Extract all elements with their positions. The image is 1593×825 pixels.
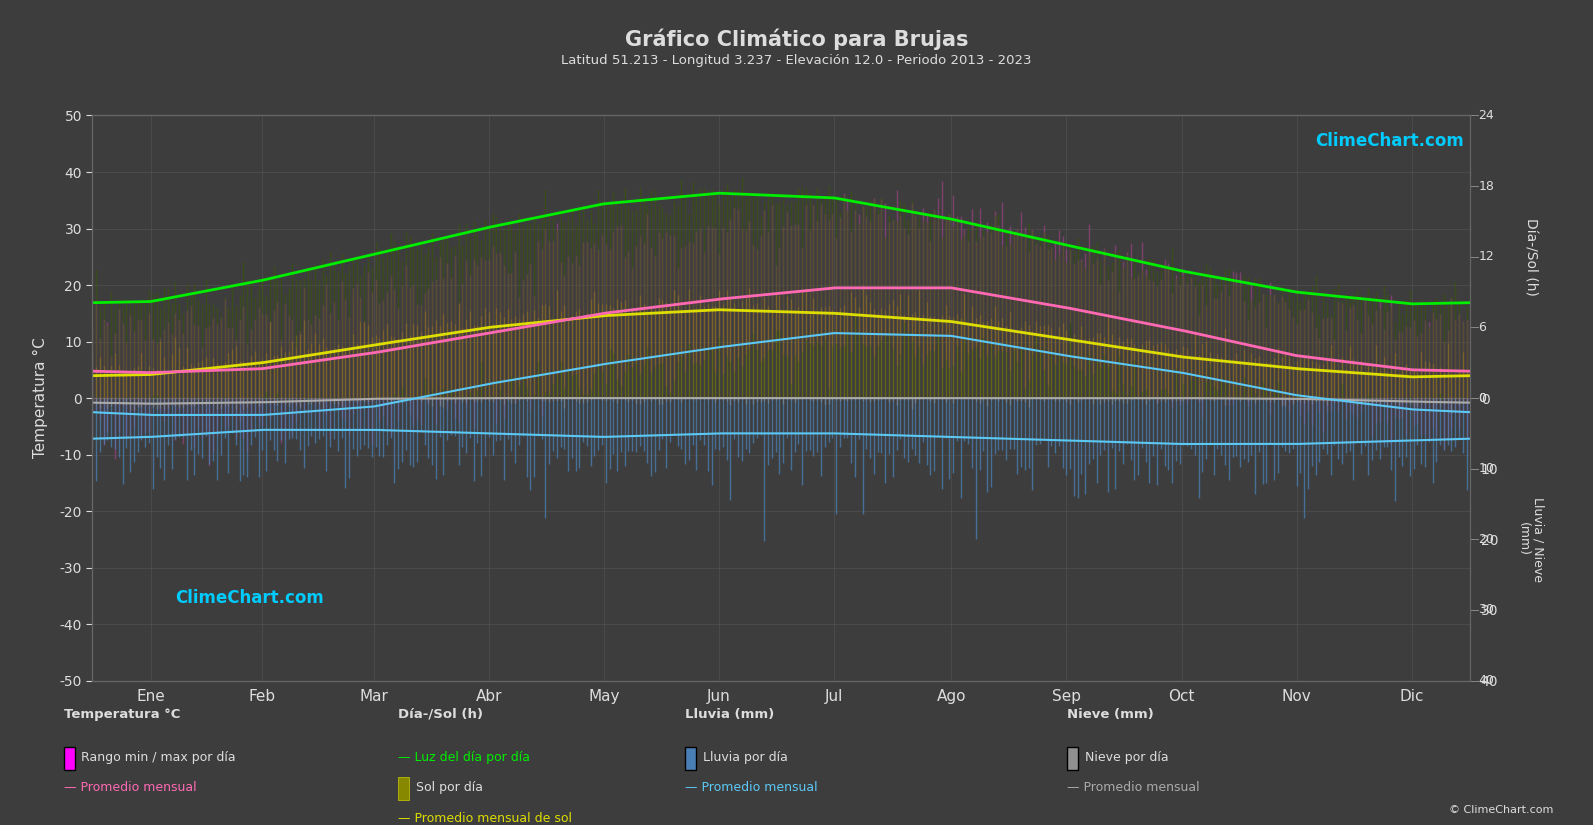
- Text: 10: 10: [1478, 462, 1494, 475]
- Text: Día-/Sol (h): Día-/Sol (h): [1525, 218, 1537, 295]
- Text: Lluvia (mm): Lluvia (mm): [685, 708, 774, 721]
- Text: — Promedio mensual de sol: — Promedio mensual de sol: [398, 812, 572, 825]
- Text: 20: 20: [1478, 533, 1494, 546]
- Text: 0: 0: [1478, 392, 1486, 404]
- Text: — Promedio mensual: — Promedio mensual: [685, 781, 817, 794]
- Text: 6: 6: [1478, 321, 1486, 334]
- Text: Latitud 51.213 - Longitud 3.237 - Elevación 12.0 - Periodo 2013 - 2023: Latitud 51.213 - Longitud 3.237 - Elevac…: [561, 54, 1032, 67]
- Y-axis label: Temperatura °C: Temperatura °C: [33, 337, 48, 459]
- Text: Sol por día: Sol por día: [416, 781, 483, 794]
- Text: Día-/Sol (h): Día-/Sol (h): [398, 708, 483, 721]
- Text: Nieve por día: Nieve por día: [1085, 751, 1168, 764]
- Text: — Promedio mensual: — Promedio mensual: [1067, 781, 1200, 794]
- Text: Temperatura °C: Temperatura °C: [64, 708, 180, 721]
- Text: 12: 12: [1478, 250, 1494, 263]
- Text: 0: 0: [1478, 392, 1486, 404]
- Text: 24: 24: [1478, 109, 1494, 122]
- Text: — Luz del día por día: — Luz del día por día: [398, 751, 530, 764]
- Text: Nieve (mm): Nieve (mm): [1067, 708, 1153, 721]
- Text: © ClimeChart.com: © ClimeChart.com: [1448, 805, 1553, 815]
- Text: Gráfico Climático para Brujas: Gráfico Climático para Brujas: [624, 29, 969, 50]
- Text: 18: 18: [1478, 180, 1494, 193]
- Text: Lluvia / Nieve
(mm): Lluvia / Nieve (mm): [1517, 497, 1545, 582]
- Text: — Promedio mensual: — Promedio mensual: [64, 781, 196, 794]
- Text: 40: 40: [1478, 674, 1494, 687]
- Text: 30: 30: [1478, 603, 1494, 616]
- Text: Lluvia por día: Lluvia por día: [703, 751, 787, 764]
- Text: Rango min / max por día: Rango min / max por día: [81, 751, 236, 764]
- Text: ClimeChart.com: ClimeChart.com: [175, 589, 323, 607]
- Text: ClimeChart.com: ClimeChart.com: [1314, 133, 1464, 150]
